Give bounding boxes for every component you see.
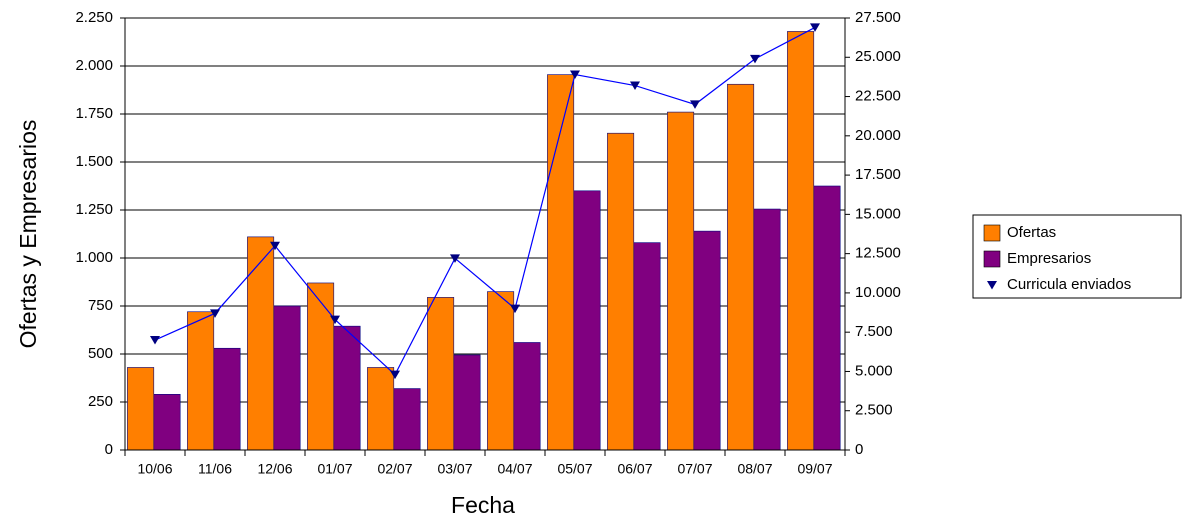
bar (633, 242, 661, 451)
marker (750, 54, 760, 64)
x-axis-title: Fecha (451, 492, 515, 518)
legend-label: Curricula enviados (1007, 276, 1131, 293)
y2-tick-label: 17.500 (855, 166, 901, 183)
x-tick-label: 12/06 (257, 461, 292, 477)
y-tick-label: 1.500 (75, 153, 113, 170)
y2-tick-label: 2.500 (855, 402, 893, 419)
y-tick-label: 1.250 (75, 201, 113, 218)
y-tick-label: 2.000 (75, 57, 113, 74)
bar (247, 236, 275, 451)
bar (607, 132, 635, 451)
bar (153, 394, 181, 451)
bar (453, 354, 481, 451)
y-tick-label: 250 (88, 393, 113, 410)
bar (213, 347, 241, 451)
bar (367, 367, 395, 451)
bar (727, 83, 755, 451)
bar (307, 282, 335, 451)
bar (573, 190, 601, 451)
y-tick-label: 0 (105, 441, 113, 458)
x-tick-label: 08/07 (737, 461, 772, 477)
bar (127, 367, 155, 451)
marker (210, 309, 220, 318)
y2-tick-label: 5.000 (855, 362, 893, 379)
legend-swatch (983, 250, 1001, 268)
bar (333, 325, 361, 451)
y2-tick-label: 10.000 (855, 284, 901, 301)
bar (693, 230, 721, 451)
marker (450, 254, 460, 263)
bar (273, 305, 301, 451)
x-tick-label: 03/07 (437, 461, 472, 477)
legend-box (972, 214, 1182, 299)
y2-tick-label: 25.000 (855, 48, 901, 65)
legend-marker (987, 281, 997, 290)
bar (487, 291, 515, 451)
legend-swatch (983, 224, 1001, 242)
marker (690, 100, 700, 109)
marker (150, 336, 160, 345)
marker (270, 241, 280, 251)
line (154, 26, 816, 376)
y2-tick-label: 22.500 (855, 88, 901, 105)
y-axis-title: Ofertas y Empresarios (15, 120, 41, 349)
bar (547, 74, 575, 451)
marker (330, 315, 340, 325)
y2-tick-label: 7.500 (855, 323, 893, 340)
y2-tick-label: 0 (855, 441, 863, 458)
x-tick-label: 01/07 (317, 461, 352, 477)
marker (510, 304, 520, 314)
x-tick-label: 04/07 (497, 461, 532, 477)
x-tick-label: 02/07 (377, 461, 412, 477)
y-tick-label: 2.250 (75, 9, 113, 26)
bar (187, 311, 215, 451)
y2-tick-label: 15.000 (855, 205, 901, 222)
y2-tick-label: 12.500 (855, 245, 901, 262)
bar (787, 31, 815, 451)
bar (667, 111, 695, 451)
y2-tick-label: 20.000 (855, 127, 901, 144)
y-tick-label: 1.000 (75, 249, 113, 266)
x-tick-label: 09/07 (797, 461, 832, 477)
y-tick-label: 500 (88, 345, 113, 362)
y-tick-label: 1.750 (75, 105, 113, 122)
x-tick-label: 06/07 (617, 461, 652, 477)
y2-tick-label: 27.500 (855, 9, 901, 26)
x-tick-label: 05/07 (557, 461, 592, 477)
bar (753, 208, 781, 451)
legend-label: Ofertas (1007, 224, 1056, 241)
marker (810, 23, 820, 32)
bar (513, 342, 541, 451)
y-tick-label: 750 (88, 297, 113, 314)
x-tick-label: 10/06 (137, 461, 172, 477)
x-tick-label: 07/07 (677, 461, 712, 477)
marker (570, 70, 580, 80)
marker (390, 370, 400, 380)
bar (393, 388, 421, 451)
marker (630, 81, 640, 91)
bar (813, 185, 841, 451)
x-tick-label: 11/06 (198, 461, 232, 477)
bar (427, 297, 455, 451)
legend-label: Empresarios (1007, 250, 1091, 267)
